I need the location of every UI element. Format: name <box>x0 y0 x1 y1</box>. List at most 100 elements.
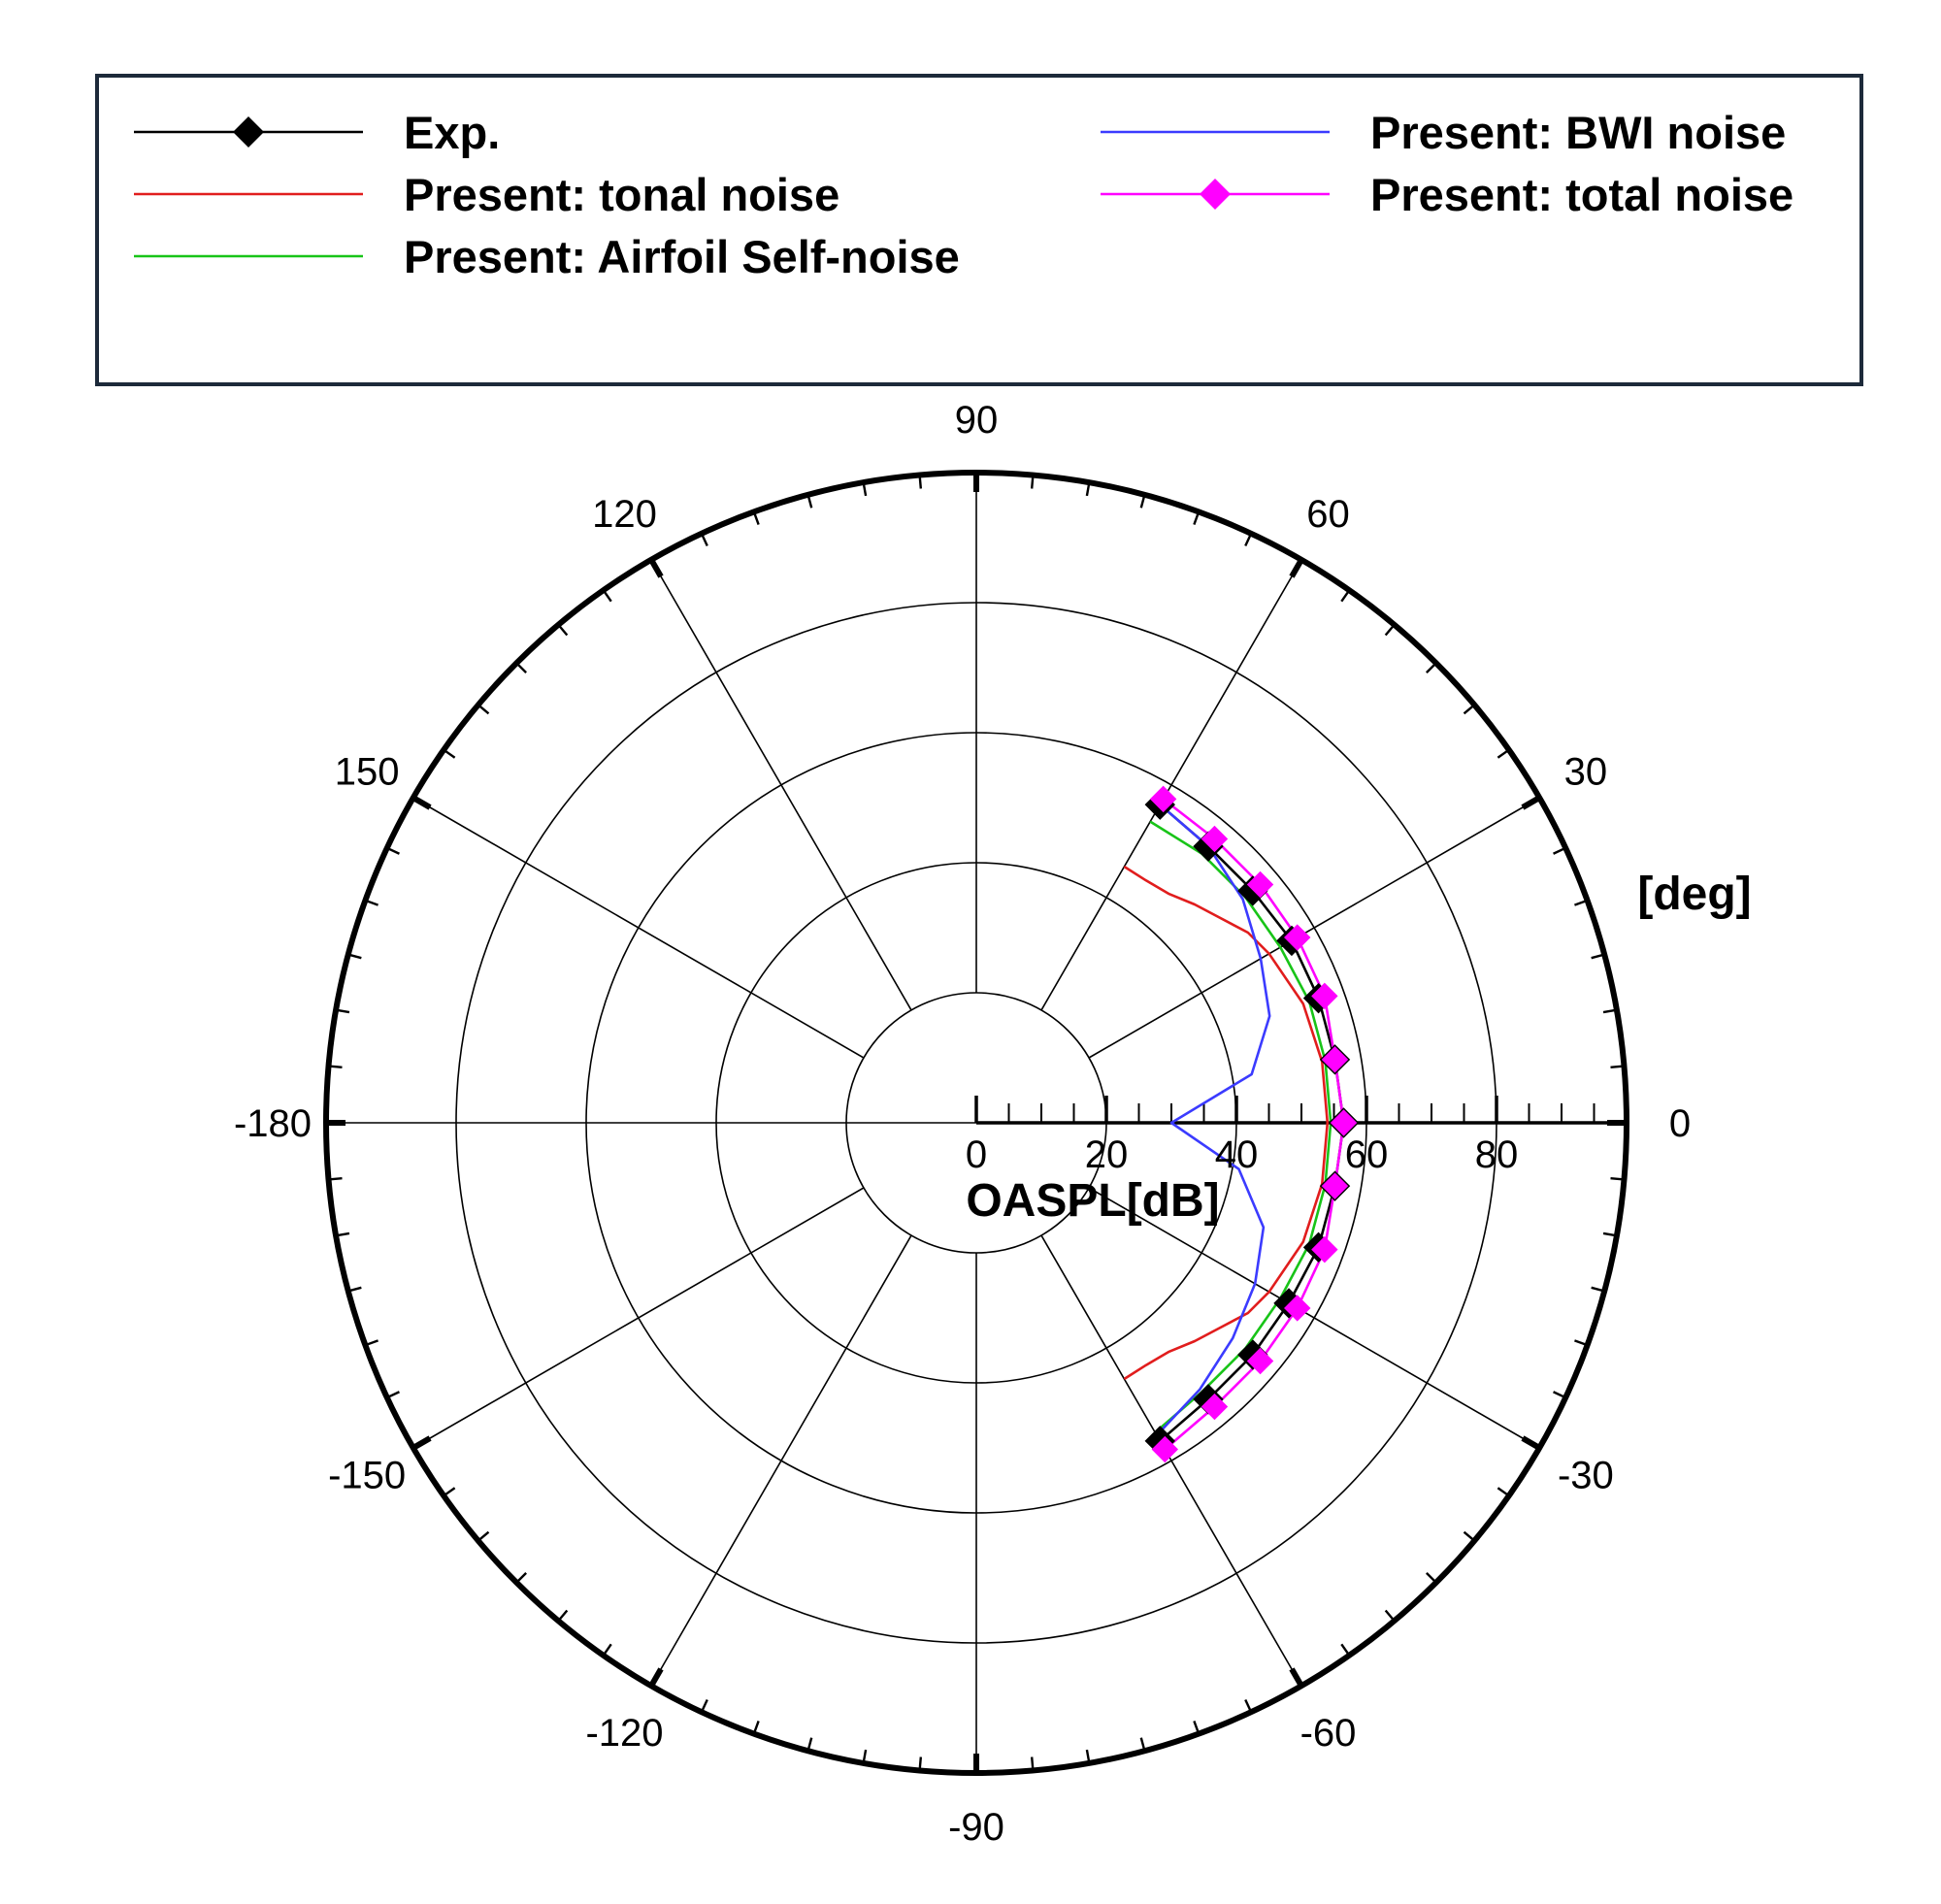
angle-tick-300 <box>1289 1667 1304 1688</box>
angle-tick-280 <box>1085 1749 1091 1764</box>
angle-tick-315 <box>1426 1572 1437 1584</box>
angle-tick-215 <box>443 1487 456 1497</box>
angle-label--60: -60 <box>1300 1712 1357 1755</box>
marker-present-total-noise--60 <box>1151 1435 1179 1463</box>
angle-tick-15 <box>1591 953 1605 960</box>
angle-tick-190 <box>335 1231 350 1237</box>
legend-marker-exp <box>233 116 264 148</box>
legend-item-airfoil: Present: Airfoil Self-noise <box>134 229 960 283</box>
marker-present-total-noise--30 <box>1284 1295 1311 1322</box>
angle-tick-200 <box>364 1339 378 1347</box>
angle-tick-85 <box>1030 475 1035 489</box>
angle-tick-325 <box>1497 1487 1510 1497</box>
angle-tick-275 <box>1030 1756 1035 1771</box>
legend-label-exp: Exp. <box>404 106 501 158</box>
legend-sample-airfoil <box>134 229 363 283</box>
legend-sample-svg-present-tonal-noise <box>134 192 363 196</box>
angle-tick-185 <box>328 1176 343 1181</box>
angle-tick-120 <box>648 558 664 578</box>
angle-tick-60 <box>1289 558 1304 578</box>
angle-tick-165 <box>347 953 362 960</box>
legend: Exp. Present: tonal noise Present: Airfo… <box>95 74 1863 386</box>
angle-tick-210 <box>411 1435 432 1451</box>
angle-label-60: 60 <box>1306 493 1350 536</box>
legend-label-total: Present: total noise <box>1370 168 1794 220</box>
legend-sample-bwi <box>1101 105 1330 159</box>
angle-tick-75 <box>1139 494 1146 509</box>
legend-sample-tonal <box>134 167 363 221</box>
polar-grid <box>323 470 1629 1776</box>
angle-tick-220 <box>477 1530 490 1542</box>
angle-tick-205 <box>386 1391 400 1399</box>
spoke-120 <box>650 559 912 1011</box>
angle-tick-345 <box>1591 1286 1605 1293</box>
legend-item-tonal: Present: tonal noise <box>134 167 839 221</box>
theta-unit-label: [deg] <box>1637 869 1751 920</box>
legend-sample-svg-present-total-noise <box>1101 179 1330 210</box>
angle-tick-295 <box>1244 1699 1253 1713</box>
angle-tick-305 <box>1340 1643 1351 1657</box>
angle-tick-285 <box>1139 1737 1146 1752</box>
legend-item-total: Present: total noise <box>1101 167 1793 221</box>
spoke-300 <box>1040 1234 1302 1687</box>
marker-present-total-noise-30 <box>1284 924 1311 951</box>
spoke-30 <box>1088 797 1540 1059</box>
angle-tick-310 <box>1384 1609 1396 1623</box>
angle-tick-55 <box>1340 589 1351 603</box>
radial-tick-label-40: 40 <box>1215 1133 1259 1176</box>
angle-tick-35 <box>1497 748 1510 759</box>
angle-tick-125 <box>602 589 612 603</box>
angle-label--120: -120 <box>585 1712 663 1755</box>
angle-tick-150 <box>411 795 432 810</box>
angle-tick-355 <box>1610 1176 1625 1181</box>
angle-tick-25 <box>1553 846 1566 855</box>
angle-tick-155 <box>386 846 400 855</box>
angle-tick-250 <box>752 1721 760 1735</box>
spoke-330 <box>1088 1187 1540 1449</box>
angle-tick-95 <box>918 475 923 489</box>
angle-tick-70 <box>1193 510 1201 525</box>
angle-tick-10 <box>1602 1008 1618 1014</box>
chart-series <box>1123 785 1360 1463</box>
angle-tick-30 <box>1521 795 1541 810</box>
angle-label-90: 90 <box>955 399 999 442</box>
radial-tick-label-60: 60 <box>1345 1133 1389 1176</box>
angle-tick-260 <box>862 1749 868 1764</box>
angle-tick-330 <box>1521 1435 1541 1451</box>
angle-tick-350 <box>1602 1231 1618 1237</box>
chart-labels: 0 20 40 60 80 OASPL[dB] [deg] 90 60 30 0 -30 -60 -90 -… <box>234 399 1752 1849</box>
legend-marker-present-total-noise <box>1200 179 1231 210</box>
legend-label-airfoil: Present: Airfoil Self-noise <box>404 230 960 282</box>
angle-label--30: -30 <box>1558 1455 1614 1497</box>
marker-present-total-noise--10 <box>1321 1172 1349 1199</box>
legend-label-tonal: Present: tonal noise <box>404 168 840 220</box>
marker-present-total-noise-40 <box>1246 870 1274 899</box>
marker-present-total-noise-0 <box>1330 1109 1358 1136</box>
angle-tick-290 <box>1193 1721 1201 1735</box>
spoke-210 <box>412 1187 865 1449</box>
angle-tick-160 <box>364 899 378 906</box>
angle-tick-105 <box>806 494 813 509</box>
angle-tick-50 <box>1384 623 1396 637</box>
radial-tick-label-0: 0 <box>966 1133 987 1176</box>
angle-tick-245 <box>700 1699 708 1713</box>
angle-tick-135 <box>515 662 527 673</box>
angle-label-30: 30 <box>1564 751 1608 794</box>
angle-tick-40 <box>1463 704 1476 715</box>
legend-sample-exp <box>134 105 363 159</box>
legend-sample-svg-exp <box>134 116 363 148</box>
angle-tick-195 <box>347 1286 362 1293</box>
angle-tick-320 <box>1463 1530 1476 1542</box>
angle-label--150: -150 <box>328 1455 406 1497</box>
marker-present-total-noise-50 <box>1201 825 1229 853</box>
radial-axis-title: OASPL[dB] <box>966 1175 1219 1227</box>
marker-present-total-noise-60 <box>1149 785 1177 813</box>
legend-item-bwi: Present: BWI noise <box>1101 105 1786 159</box>
legend-item-exp: Exp. <box>134 105 500 159</box>
angle-tick-65 <box>1244 533 1253 546</box>
angle-tick-110 <box>752 510 760 525</box>
legend-label-bwi: Present: BWI noise <box>1370 106 1787 158</box>
angle-label--180: -180 <box>234 1102 312 1145</box>
angle-tick-240 <box>648 1667 664 1688</box>
